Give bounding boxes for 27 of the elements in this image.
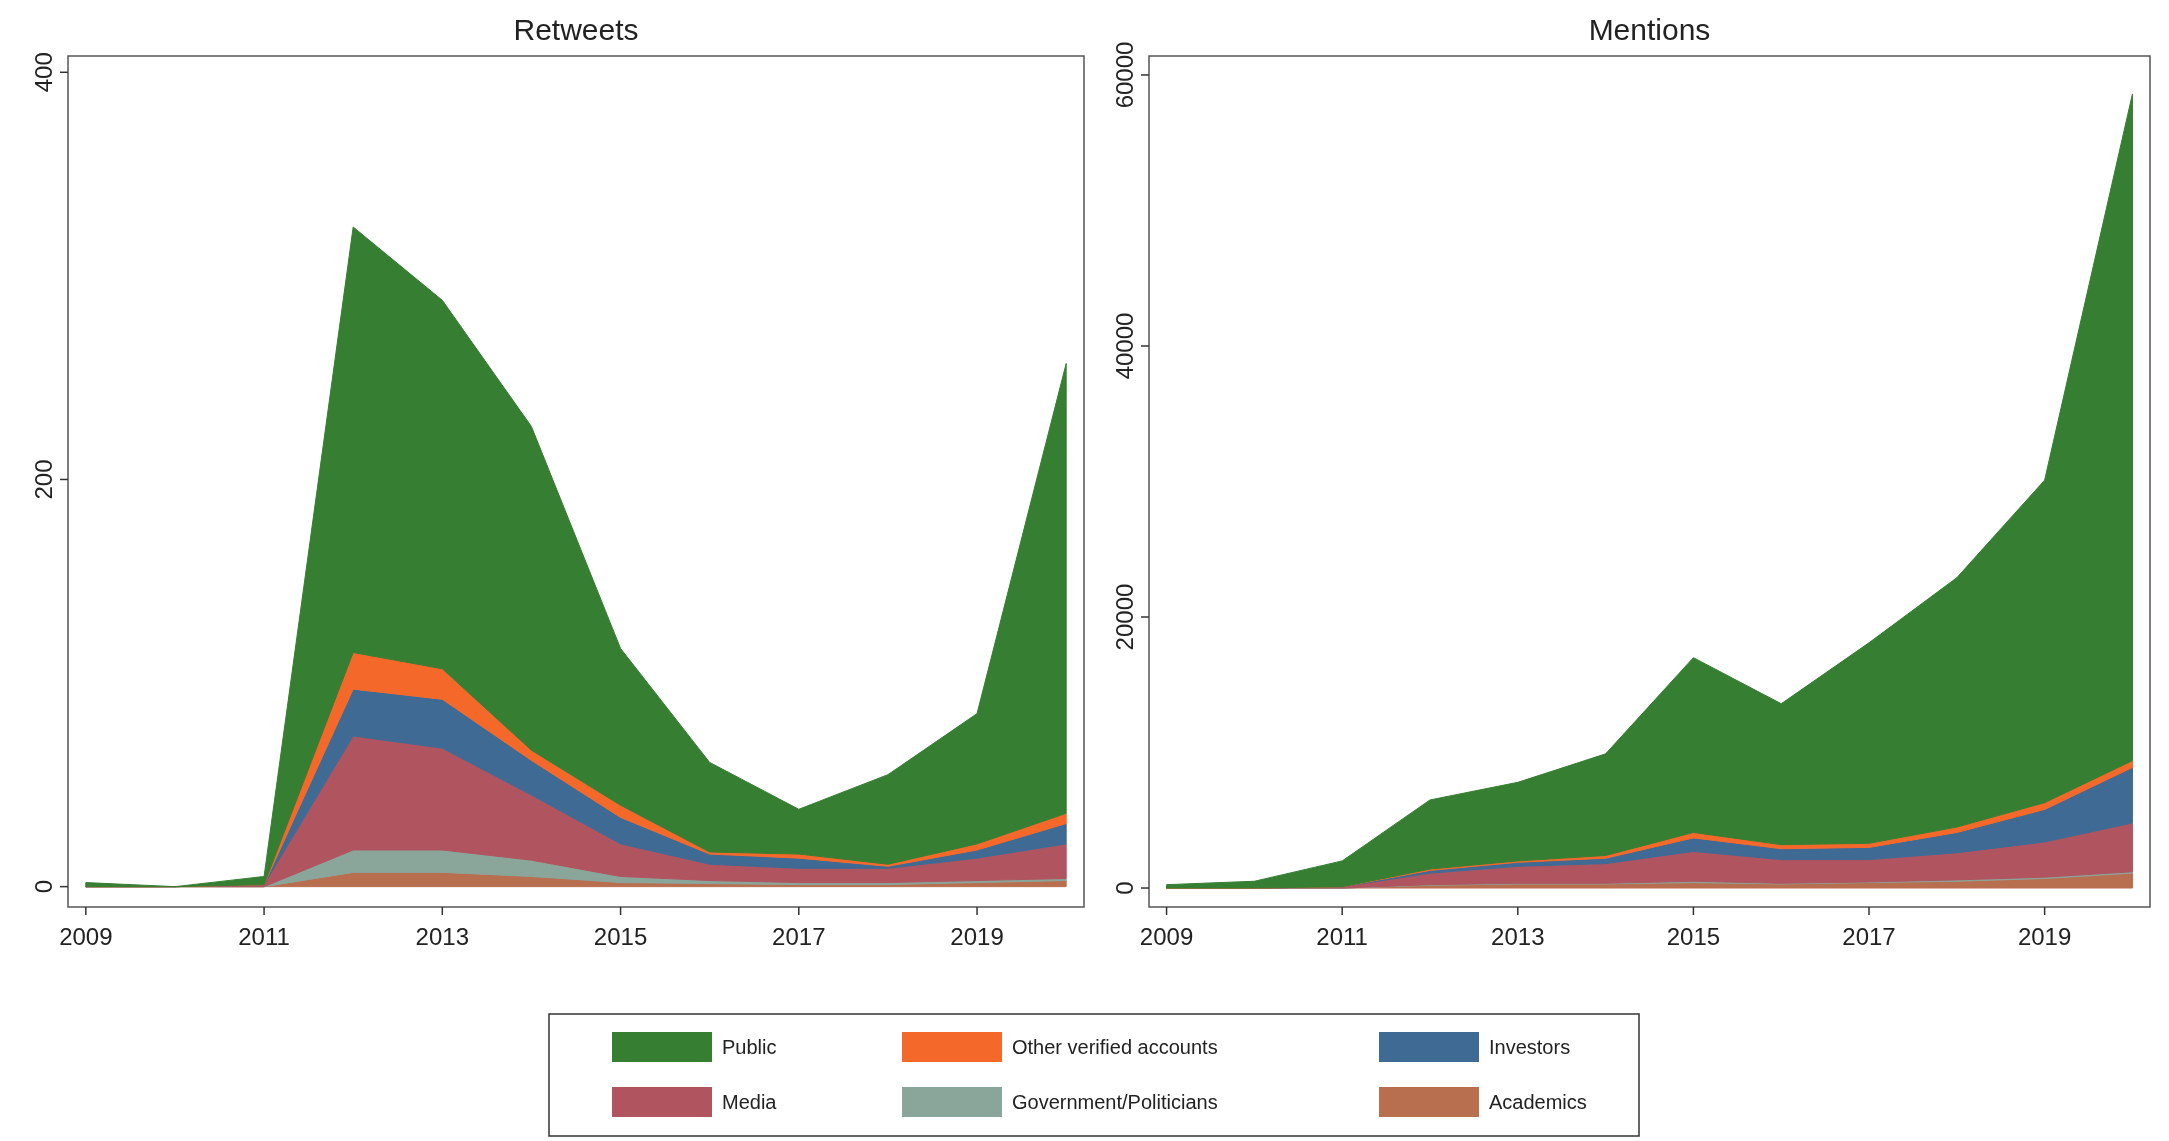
chart-title: Retweets — [513, 13, 639, 46]
x-tick-label: 2009 — [1139, 923, 1194, 950]
x-tick-label: 2015 — [593, 923, 648, 950]
x-tick-label: 2015 — [1666, 923, 1721, 950]
y-tick-label: 0 — [30, 879, 57, 894]
y-tick-label: 40000 — [1111, 312, 1138, 380]
x-tick-label: 2017 — [1842, 923, 1896, 950]
legend-label: Government/Politicians — [1012, 1091, 1218, 1113]
chart-title: Mentions — [1588, 13, 1711, 46]
y-tick-label: 60000 — [1111, 41, 1138, 109]
x-tick-label: 2013 — [1491, 923, 1545, 950]
x-tick-label: 2013 — [415, 923, 470, 950]
legend-label: Other verified accounts — [1012, 1036, 1218, 1058]
y-tick-label: 400 — [30, 52, 57, 93]
legend-label: Investors — [1489, 1036, 1571, 1058]
x-tick-label: 2011 — [1316, 923, 1368, 950]
x-tick-label: 2019 — [2017, 923, 2072, 950]
legend-label: Public — [722, 1036, 777, 1058]
y-tick-label: 20000 — [1111, 583, 1138, 651]
x-tick-label: 2011 — [238, 923, 290, 950]
legend-label: Academics — [1489, 1091, 1587, 1113]
y-tick-label: 0 — [1111, 881, 1138, 895]
x-tick-label: 2009 — [59, 923, 113, 950]
y-tick-label: 200 — [30, 459, 57, 500]
x-tick-label: 2017 — [772, 923, 826, 950]
x-tick-label: 2019 — [950, 923, 1004, 950]
legend-label: Media — [722, 1091, 778, 1113]
